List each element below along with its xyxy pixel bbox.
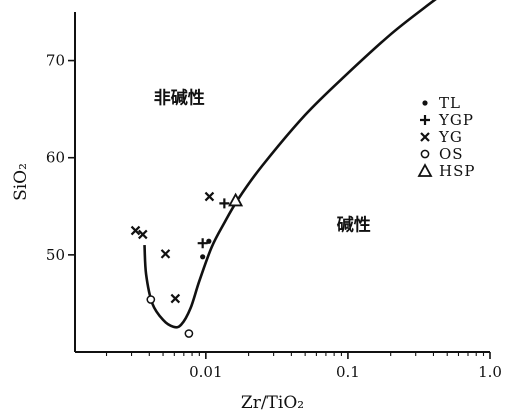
- legend-marker-tl: [422, 100, 428, 106]
- legend-marker-os: [420, 149, 430, 159]
- boundary-curve: [143, 0, 437, 329]
- x-tick-label: 0.01: [189, 363, 222, 381]
- x-axis-title: Zr/TiO₂: [241, 393, 304, 413]
- data-points: [130, 191, 244, 338]
- data-point-yg: [160, 249, 171, 259]
- ticks: 0.01 0.1 1.0 50 60 70: [46, 52, 502, 381]
- axes: [74, 12, 490, 353]
- data-point-hsp: [228, 192, 244, 207]
- data-point-ygp: [197, 238, 208, 249]
- legend-label-ygp: YGP: [438, 111, 474, 129]
- data-point-ygp: [219, 198, 230, 209]
- x-tick-label: 1.0: [478, 363, 502, 381]
- legend-marker-yg: [420, 132, 430, 142]
- data-point-os: [146, 295, 156, 304]
- legend-label-hsp: HSP: [439, 162, 475, 180]
- alkaline-label: 碱性: [337, 215, 371, 236]
- y-axis-title: SiO₂: [11, 163, 31, 201]
- y-tick-label: 70: [46, 52, 65, 70]
- data-point-os: [184, 329, 194, 338]
- y-tick-label: 50: [46, 246, 65, 264]
- legend-marker-ygp: [420, 115, 430, 125]
- x-tick-label: 0.1: [336, 363, 360, 381]
- data-point-yg: [138, 229, 148, 240]
- legend-marker-hsp: [417, 163, 433, 177]
- data-point-yg: [130, 225, 141, 236]
- legend-label-yg: YG: [438, 128, 463, 146]
- data-point-yg: [204, 191, 215, 202]
- legend-label-os: OS: [439, 145, 464, 163]
- legend-label-tl: TL: [439, 94, 461, 112]
- non-alkaline-label: 非碱性: [154, 87, 205, 108]
- data-point-tl: [200, 254, 206, 260]
- data-point-yg: [170, 293, 181, 304]
- y-tick-label: 60: [46, 149, 65, 167]
